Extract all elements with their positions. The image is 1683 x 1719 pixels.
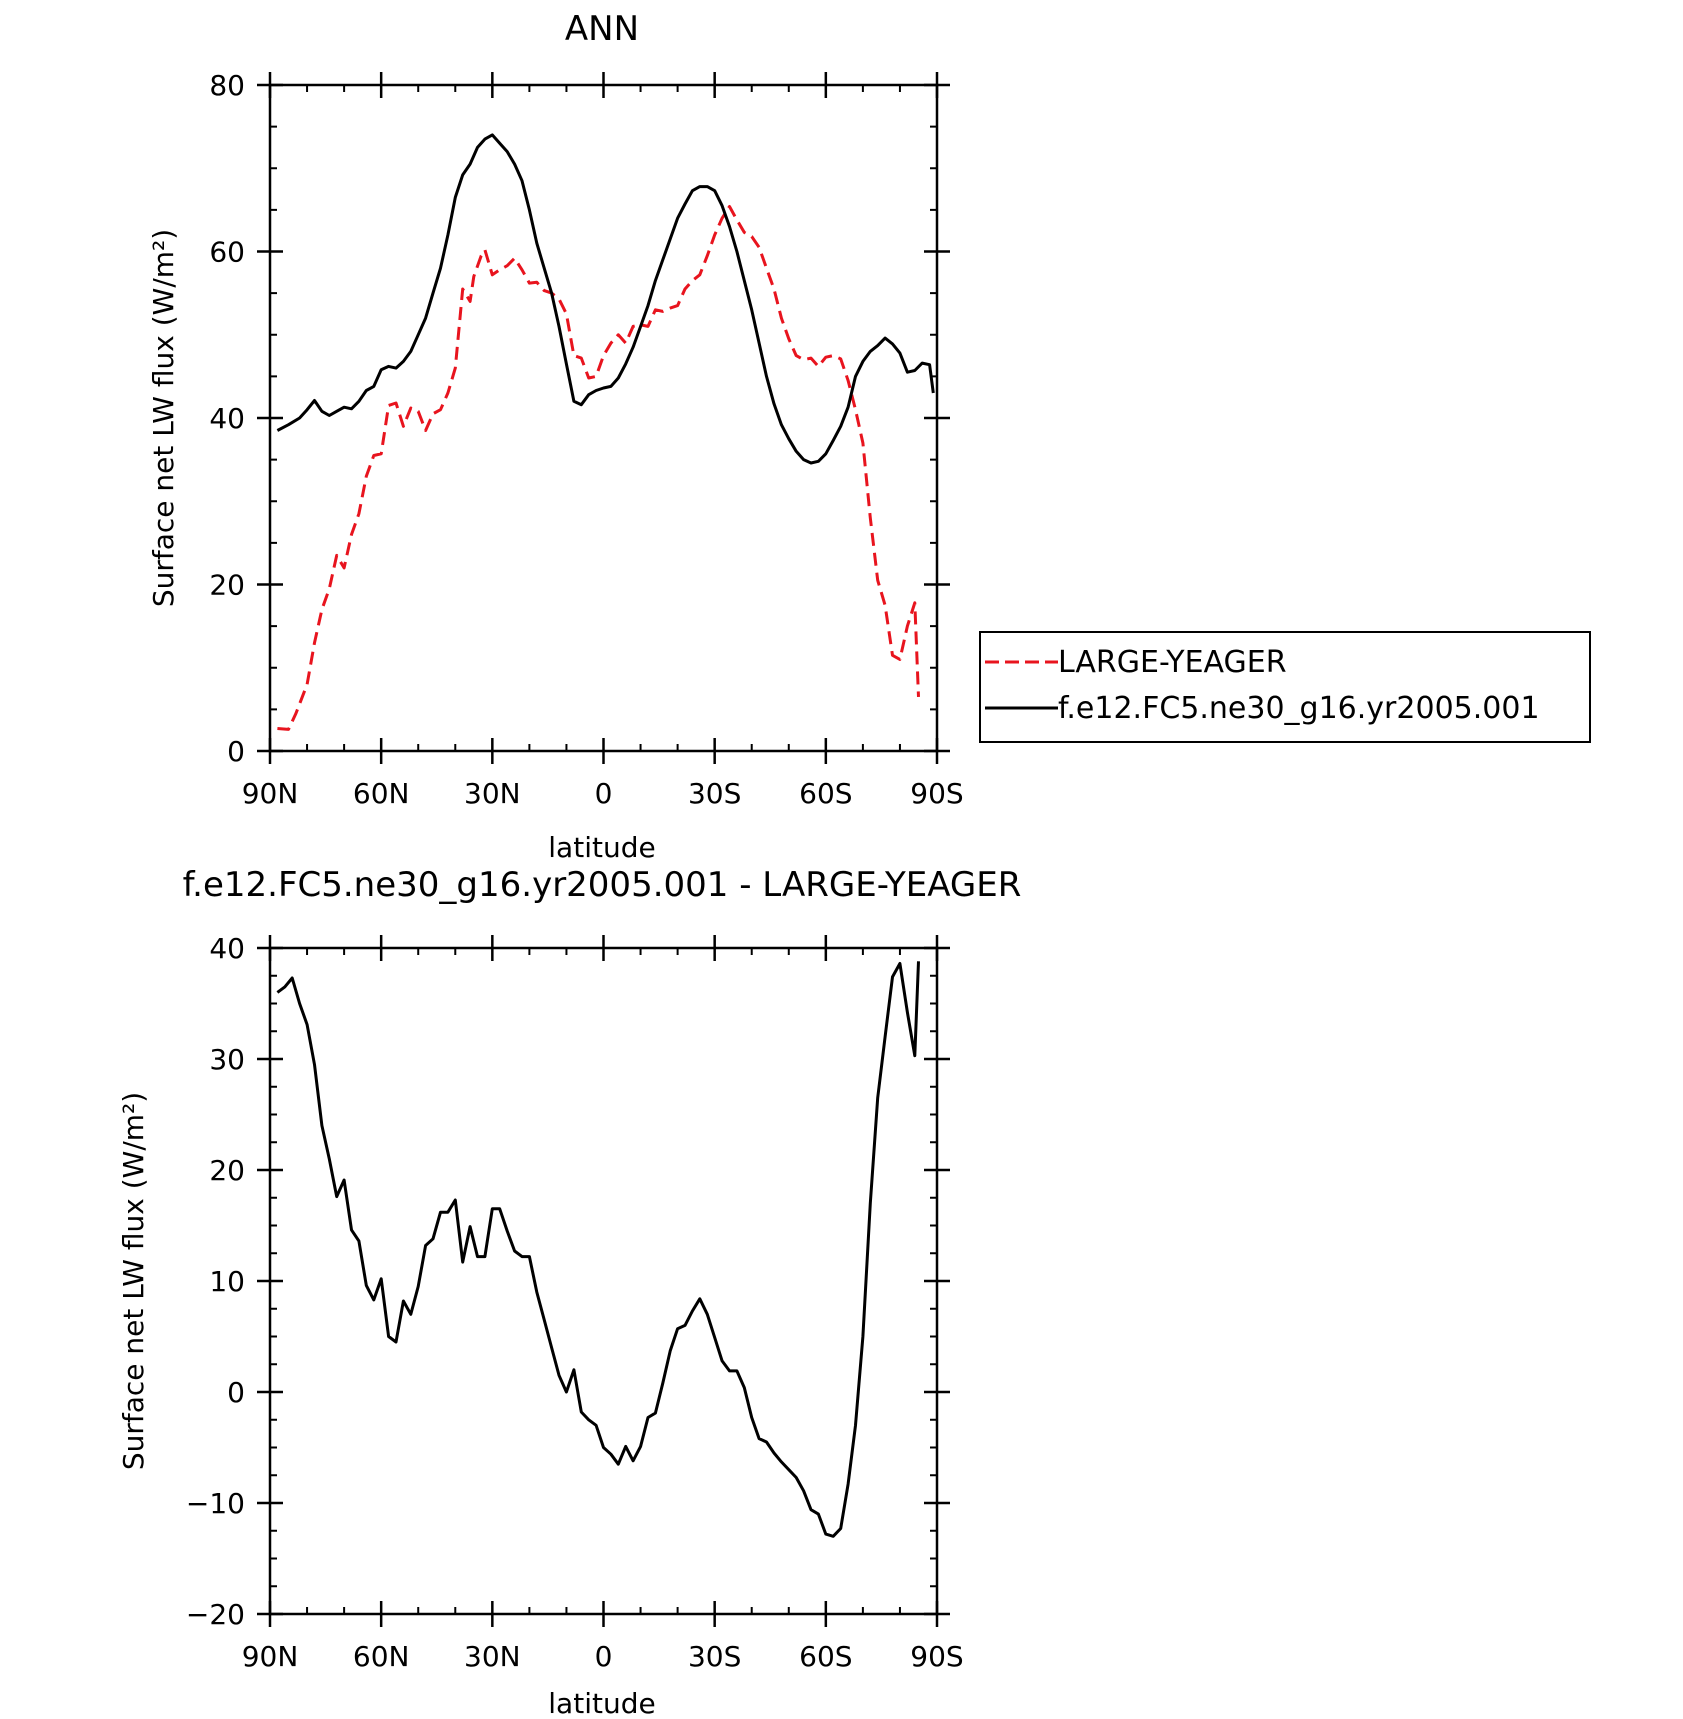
top-y-axis-label: Surface net LW flux (W/m²) bbox=[147, 229, 180, 607]
x-tick-label: 60N bbox=[353, 777, 410, 810]
large-yeager-series-line bbox=[277, 205, 920, 731]
y-tick-label: 60 bbox=[209, 236, 245, 269]
top-plot-frame bbox=[268, 83, 939, 753]
legend-label-model: f.e12.FC5.ne30_g16.yr2005.001 bbox=[1058, 691, 1540, 726]
x-tick-label: 30S bbox=[688, 1640, 741, 1673]
top-chart-ticks: 0 20 40 60 80 90N 60N 30N 0 30S 60S 90S bbox=[209, 69, 963, 810]
y-tick-label: −10 bbox=[186, 1487, 245, 1520]
y-tick-label: 0 bbox=[227, 1376, 245, 1409]
y-tick-label: 10 bbox=[209, 1265, 245, 1298]
top-panel: ANN 0 20 40 60 80 90N 60N 30N 0 30S 60S 90S Surface… bbox=[147, 9, 1591, 864]
y-tick-label: 40 bbox=[209, 402, 245, 435]
bottom-y-axis-label: Surface net LW flux (W/m²) bbox=[117, 1092, 150, 1470]
x-tick-label: 30N bbox=[464, 777, 521, 810]
x-tick-label: 60N bbox=[353, 1640, 410, 1673]
x-tick-label: 30S bbox=[688, 777, 741, 810]
y-tick-label: 0 bbox=[227, 735, 245, 768]
x-tick-label: 90N bbox=[242, 1640, 299, 1673]
f-e12-fc5-ne30-g16-yr2005-001-series-line bbox=[276, 133, 935, 465]
x-tick-label: 30N bbox=[464, 1640, 521, 1673]
legend-box bbox=[979, 631, 1591, 743]
x-tick-label: 60S bbox=[799, 1640, 852, 1673]
x-tick-label: 90S bbox=[910, 777, 963, 810]
x-tick-label: 90N bbox=[242, 777, 299, 810]
x-tick-label: 90S bbox=[910, 1640, 963, 1673]
top-chart-title: ANN bbox=[565, 9, 639, 49]
top-x-axis-label: latitude bbox=[548, 831, 655, 864]
y-tick-label: 40 bbox=[209, 932, 245, 965]
bottom-x-axis-label: latitude bbox=[548, 1687, 655, 1719]
bottom-chart-series bbox=[276, 961, 920, 1538]
bottom-plot-frame bbox=[268, 946, 939, 1616]
x-tick-label: 0 bbox=[595, 1640, 613, 1673]
top-chart-series bbox=[276, 133, 935, 731]
x-tick-label: 0 bbox=[595, 777, 613, 810]
legend: LARGE-YEAGER f.e12.FC5.ne30_g16.yr2005.0… bbox=[979, 631, 1591, 743]
difference-series-line bbox=[276, 961, 920, 1538]
y-tick-label: 20 bbox=[209, 569, 245, 602]
y-tick-label: 30 bbox=[209, 1043, 245, 1076]
y-tick-label: 80 bbox=[209, 69, 245, 102]
bottom-chart-title: f.e12.FC5.ne30_g16.yr2005.001 - LARGE-YE… bbox=[183, 865, 1022, 905]
y-tick-label: −20 bbox=[186, 1598, 245, 1631]
legend-label-large-yeager: LARGE-YEAGER bbox=[1058, 645, 1287, 680]
bottom-chart-ticks: −20 −10 0 10 20 30 40 90N 60N 30N 0 30S 60S 90S bbox=[186, 932, 964, 1673]
bottom-panel: f.e12.FC5.ne30_g16.yr2005.001 - LARGE-YE… bbox=[117, 865, 1021, 1719]
x-tick-label: 60S bbox=[799, 777, 852, 810]
y-tick-label: 20 bbox=[209, 1154, 245, 1187]
